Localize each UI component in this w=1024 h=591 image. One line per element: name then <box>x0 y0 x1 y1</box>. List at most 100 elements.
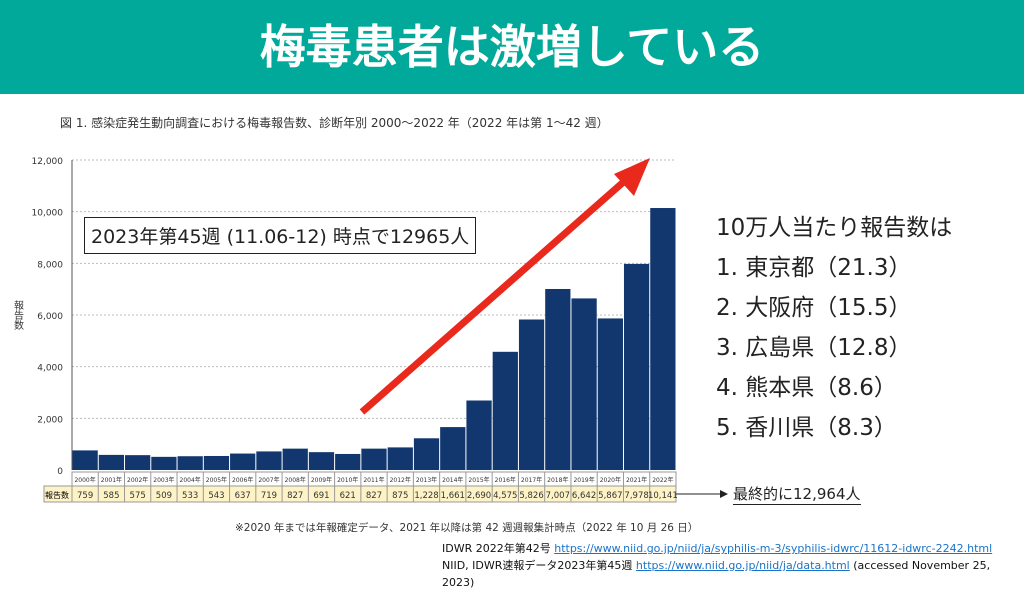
bar <box>545 288 571 470</box>
data-label: 4,575 <box>493 491 517 501</box>
ranking-item: 2. 大阪府（15.5） <box>716 295 912 321</box>
bar <box>518 319 545 470</box>
bar <box>335 453 361 470</box>
data-label: 759 <box>77 491 93 501</box>
bar <box>98 454 125 470</box>
ranking-item: 3. 広島県（12.8） <box>716 335 912 361</box>
data-label: 533 <box>182 491 198 501</box>
bar <box>151 456 177 470</box>
data-label: 1,228 <box>414 491 438 501</box>
x-tick-label: 2016年 <box>495 476 516 484</box>
data-label: 621 <box>340 491 356 501</box>
x-tick-label: 2020年 <box>600 476 621 484</box>
x-tick-label: 2019年 <box>573 476 594 484</box>
data-label: 10,141 <box>648 491 678 501</box>
x-tick-label: 2011年 <box>363 476 384 484</box>
bar <box>440 427 466 470</box>
data-label: 543 <box>208 491 224 501</box>
bar <box>387 447 413 470</box>
data-label: 2,690 <box>467 491 491 501</box>
pointer-arrowhead <box>720 490 728 498</box>
data-label: 1,661 <box>441 491 465 501</box>
ranking-item: 5. 香川県（8.3） <box>716 415 897 441</box>
ranking-title: 10万人当たり報告数は <box>716 215 953 241</box>
x-tick-label: 2010年 <box>337 476 358 484</box>
bar-chart: 02,0004,0006,0008,00010,00012,000報告数報告数2… <box>12 157 728 503</box>
data-label: 509 <box>156 491 172 501</box>
data-label: 575 <box>130 491 146 501</box>
x-tick-label: 2022年 <box>652 476 673 484</box>
slide-title: 梅毒患者は激増している <box>0 0 1024 94</box>
trend-arrowhead <box>614 158 650 196</box>
x-tick-label: 2003年 <box>153 476 174 484</box>
x-tick-label: 2002年 <box>127 476 148 484</box>
references: IDWR 2022年第42号 https://www.niid.go.jp/ni… <box>442 540 1024 591</box>
bar <box>492 351 518 470</box>
x-tick-label: 2008年 <box>285 476 306 484</box>
y-axis-label: 報告数 <box>12 300 24 331</box>
x-tick-label: 2012年 <box>390 476 411 484</box>
bar <box>361 448 387 470</box>
bar <box>597 318 623 470</box>
data-label: 7,007 <box>546 491 570 501</box>
ref-label: IDWR 2022年第42号 <box>442 542 555 555</box>
bar <box>466 400 492 470</box>
bar <box>650 208 676 470</box>
ranking-item: 1. 東京都（21.3） <box>716 255 912 281</box>
x-tick-label: 2014年 <box>442 476 463 484</box>
bar <box>623 263 650 470</box>
bar <box>571 298 597 470</box>
bar <box>203 455 230 470</box>
ranking-item: 4. 熊本県（8.6） <box>716 375 897 401</box>
y-tick-label: 8,000 <box>37 260 63 270</box>
data-label: 875 <box>392 491 408 501</box>
x-tick-label: 2000年 <box>74 476 95 484</box>
y-tick-label: 10,000 <box>32 209 64 219</box>
bar <box>125 455 151 470</box>
ranking-list: 10万人当たり報告数は 1. 東京都（21.3） 2. 大阪府（15.5） 3.… <box>716 208 952 448</box>
annotation-box: 2023年第45週 (11.06-12) 時点で12965人 <box>84 217 477 254</box>
y-tick-label: 6,000 <box>37 312 63 322</box>
ref-link[interactable]: https://www.niid.go.jp/niid/ja/syphilis-… <box>554 542 993 555</box>
data-label: 5,867 <box>598 491 622 501</box>
ref-link[interactable]: https://www.niid.go.jp/niid/ja/data.html <box>635 559 850 572</box>
data-label: 719 <box>261 491 277 501</box>
data-label: 691 <box>313 491 329 501</box>
data-label: 585 <box>103 491 119 501</box>
x-tick-label: 2018年 <box>547 476 568 484</box>
trend-arrow <box>359 175 631 415</box>
data-label: 637 <box>235 491 251 501</box>
data-label: 5,826 <box>519 491 543 501</box>
x-tick-label: 2009年 <box>311 476 332 484</box>
data-label: 7,978 <box>624 491 648 501</box>
x-tick-label: 2005年 <box>206 476 227 484</box>
bar <box>308 452 335 470</box>
y-tick-label: 12,000 <box>32 157 64 167</box>
table-row-label: 報告数 <box>45 490 69 500</box>
y-tick-label: 4,000 <box>37 364 63 374</box>
x-tick-label: 2015年 <box>468 476 489 484</box>
y-tick-label: 2,000 <box>37 415 63 425</box>
x-tick-label: 2006年 <box>232 476 253 484</box>
figure-title: 図 1. 感染症発生動向調査における梅毒報告数、診断年別 2000〜2022 年… <box>60 116 609 130</box>
bar <box>72 450 98 470</box>
ref-label: NIID, IDWR速報データ2023年第45週 <box>442 559 636 572</box>
reference: IDWR 2022年第42号 https://www.niid.go.jp/ni… <box>442 540 1024 557</box>
bar <box>256 451 282 470</box>
data-label: 827 <box>287 491 303 501</box>
data-label: 827 <box>366 491 382 501</box>
x-tick-label: 2021年 <box>626 476 647 484</box>
x-tick-label: 2013年 <box>416 476 437 484</box>
final-count-note: 最終的に12,964人 <box>733 485 861 505</box>
y-tick-label: 0 <box>57 467 63 477</box>
x-tick-label: 2004年 <box>180 476 201 484</box>
x-tick-label: 2017年 <box>521 476 542 484</box>
x-tick-label: 2001年 <box>101 476 122 484</box>
footnote: ※2020 年までは年報確定データ、2021 年以降は第 42 週週報集計時点（… <box>235 522 699 534</box>
bar <box>177 456 203 470</box>
bar <box>282 448 308 470</box>
x-tick-label: 2007年 <box>258 476 279 484</box>
bar <box>230 453 256 470</box>
data-label: 6,642 <box>572 491 596 501</box>
bar <box>413 438 440 470</box>
